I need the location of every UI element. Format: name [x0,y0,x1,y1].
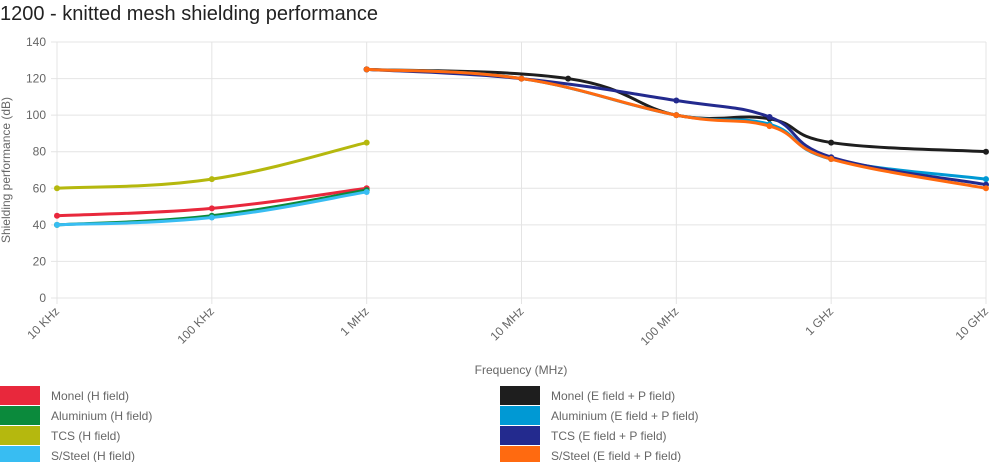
x-tick-label: 10 MHz [487,304,526,343]
point [54,221,60,228]
point [208,176,215,183]
y-tick-label: 60 [33,181,47,195]
legend-label: TCS (E field + P field) [551,429,667,443]
line [366,67,987,190]
point [208,205,215,212]
x-tick-label: 10 KHz [24,304,62,342]
point [565,75,572,82]
x-tick-label: 1 GHz [802,304,836,338]
x-tick-label: 10 GHz [952,304,991,343]
x-tick-label: 100 KHz [175,304,217,346]
point [673,97,680,104]
point [828,156,835,163]
y-tick-label: 80 [33,145,47,159]
x-tick-label: 100 MHz [638,304,682,348]
point [208,214,215,221]
point [983,185,989,192]
legend-label: Aluminium (H field) [51,409,152,423]
x-axis-label: Frequency (MHz) [475,363,568,377]
y-tick-label: 20 [33,254,47,268]
point [363,66,370,73]
point [363,188,370,195]
y-axis-label: Shielding performance (dB) [0,97,13,243]
legend-swatch [0,426,40,445]
point [983,148,989,155]
y-tick-label: 100 [26,108,46,122]
point [518,75,525,82]
y-tick-label: 0 [39,291,46,305]
point [983,176,989,183]
y-tick-label: 40 [33,218,47,232]
y-tick-label: 120 [26,72,46,86]
point [828,139,835,146]
legend-label: TCS (H field) [51,429,120,443]
legend-swatch [0,386,40,405]
legend-label: S/Steel (E field + P field) [551,449,681,462]
point [54,185,60,192]
point [766,123,773,130]
legend-label: S/Steel (H field) [51,449,135,462]
legend-swatch [500,446,540,462]
legend-label: Monel (E field + P field) [551,389,675,403]
legend-label: Aluminium (E field + P field) [551,409,699,423]
point [673,112,680,119]
legend-swatch [500,426,540,445]
legend-swatch [500,386,540,405]
point [54,212,60,219]
chart-title: 1200 - knitted mesh shielding performanc… [0,3,378,25]
legend-swatch [0,406,40,425]
y-tick-label: 140 [26,35,46,49]
legend-swatch [0,446,40,462]
legend-swatch [500,406,540,425]
x-tick-label: 1 MHz [337,304,371,338]
point [766,113,773,120]
legend-label: Monel (H field) [51,389,129,403]
point [363,139,370,146]
